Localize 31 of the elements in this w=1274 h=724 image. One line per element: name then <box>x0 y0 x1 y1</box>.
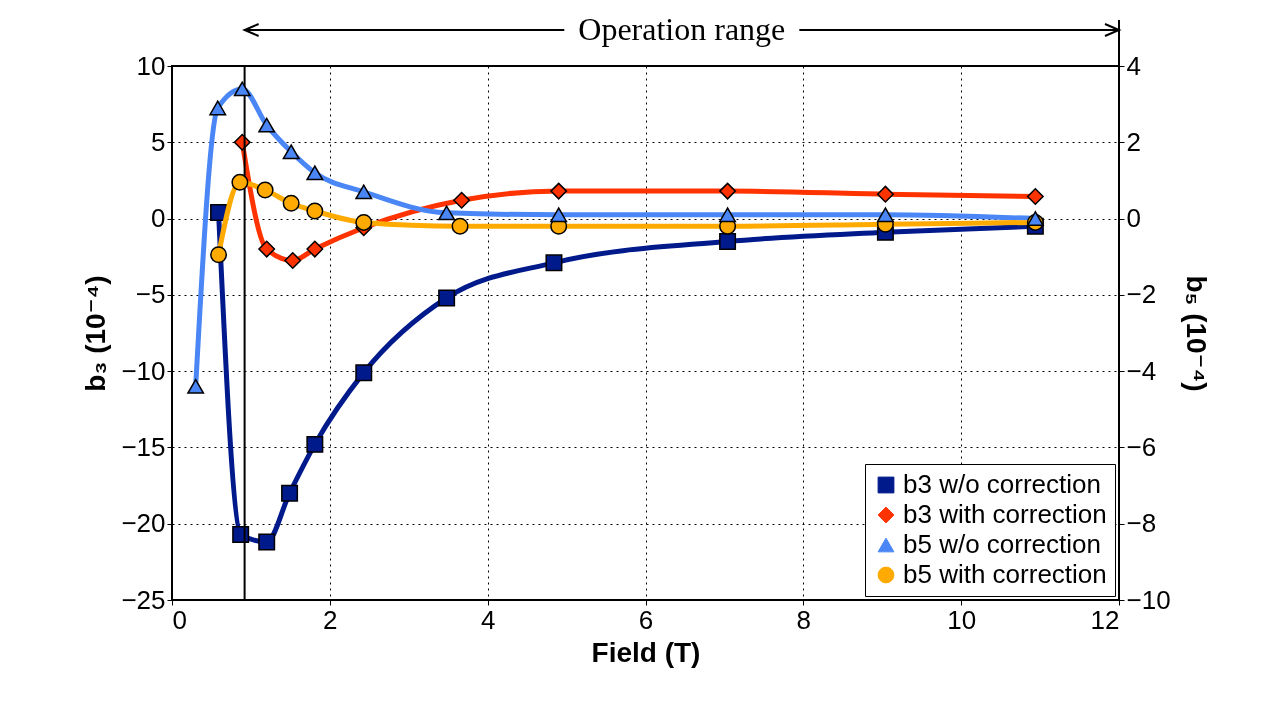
x-tick-label: 12 <box>1090 604 1120 635</box>
y2-tick-label: 0 <box>1126 203 1141 234</box>
y2-tick-label: 4 <box>1126 50 1141 81</box>
y2-tick-label: −8 <box>1126 508 1157 539</box>
y2-tick-label: −10 <box>1126 584 1171 615</box>
x-tick-label: 0 <box>172 604 187 635</box>
x-tick-label: 8 <box>796 604 812 635</box>
y2-axis-title: b₅ (10⁻⁴) <box>1180 275 1212 392</box>
y-tick-label: 5 <box>151 126 166 157</box>
legend-label: b5 w/o correction <box>903 529 1101 559</box>
x-tick-label: 4 <box>480 604 496 635</box>
x-axis-title: Field (T) <box>591 636 701 668</box>
y2-tick-label: −4 <box>1126 355 1157 386</box>
y2-tick-label: −6 <box>1126 431 1157 462</box>
legend-label: b5 with correction <box>903 559 1107 589</box>
y-tick-label: −20 <box>121 508 166 539</box>
legend-label: b3 w/o correction <box>903 469 1101 499</box>
x-tick-label: 10 <box>947 604 977 635</box>
y-tick-label: −25 <box>121 584 166 615</box>
y-tick-label: 0 <box>151 203 166 234</box>
y-tick-label: −5 <box>135 279 166 310</box>
text: Operation range <box>578 11 786 47</box>
y-tick-label: −10 <box>121 355 166 386</box>
x-tick-label: 6 <box>638 604 654 635</box>
y-axis-title: b₃ (10⁻⁴) <box>80 275 112 392</box>
x-tick-label: 2 <box>323 604 338 635</box>
y2-tick-label: −2 <box>1126 279 1157 310</box>
legend-label: b3 with correction <box>903 499 1107 529</box>
y-tick-label: −15 <box>121 431 166 462</box>
y-tick-label: 10 <box>136 50 166 81</box>
y2-tick-label: 2 <box>1126 126 1141 157</box>
